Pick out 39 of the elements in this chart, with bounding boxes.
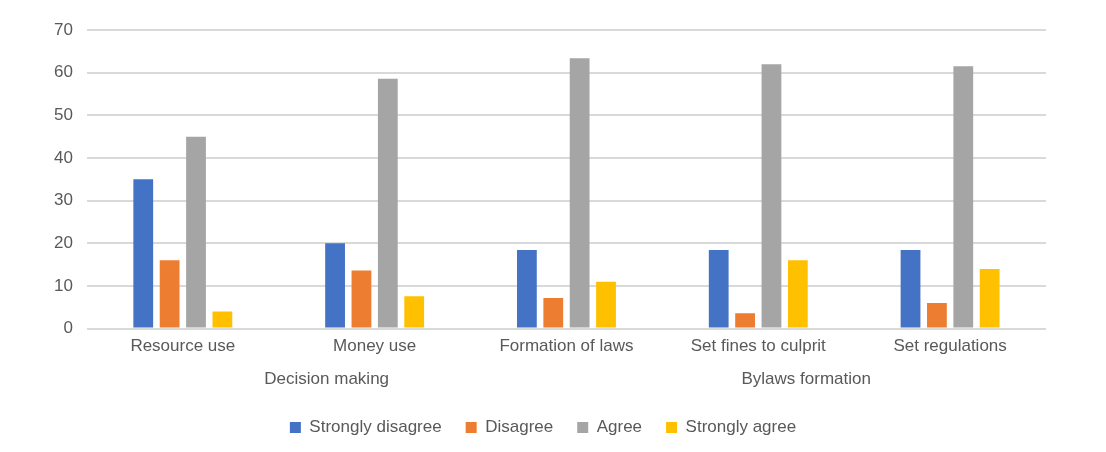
- bar: [569, 58, 590, 328]
- y-tick-label: 50: [53, 105, 73, 124]
- bar: [953, 66, 974, 328]
- bar: [517, 250, 537, 328]
- text: Bylaws formation: [741, 368, 871, 388]
- bar: [979, 268, 1000, 328]
- y-tick-label: 20: [53, 232, 73, 252]
- bar: [159, 260, 180, 328]
- bar: [596, 281, 616, 328]
- bar: [761, 64, 782, 328]
- bar: [351, 270, 372, 328]
- legend-label: Strongly disagree: [309, 417, 442, 437]
- legend-label: Agree: [596, 417, 643, 437]
- y-tick-label: 40: [53, 147, 73, 167]
- bar: [708, 250, 729, 328]
- y-tick-label: 10: [53, 275, 73, 295]
- x-tick-label: Set fines to culprit: [690, 336, 827, 356]
- y-tick-label: 0: [63, 318, 73, 338]
- text: Decision making: [264, 368, 390, 388]
- bar: [900, 250, 921, 328]
- bar: [735, 313, 755, 328]
- x-tick-label: Set regulations: [893, 336, 1007, 356]
- bar: [404, 296, 425, 328]
- x-tick-label: Money use: [333, 336, 417, 356]
- y-tick-label: 70: [53, 19, 73, 39]
- legend-label: Strongly agree: [685, 417, 797, 437]
- bar: [133, 179, 154, 328]
- legend-label: Disagree: [485, 417, 554, 437]
- bar: [325, 243, 345, 328]
- x-tick-label: Formation of laws: [499, 336, 634, 356]
- bar: [212, 311, 233, 328]
- bar: [927, 303, 947, 328]
- bar: [377, 78, 398, 328]
- bar: [186, 136, 206, 328]
- y-tick-label: 30: [53, 190, 73, 210]
- x-tick-label: Resource use: [130, 336, 236, 356]
- y-tick-label: 60: [53, 62, 73, 82]
- bar: [543, 297, 564, 328]
- bar: [787, 260, 808, 328]
